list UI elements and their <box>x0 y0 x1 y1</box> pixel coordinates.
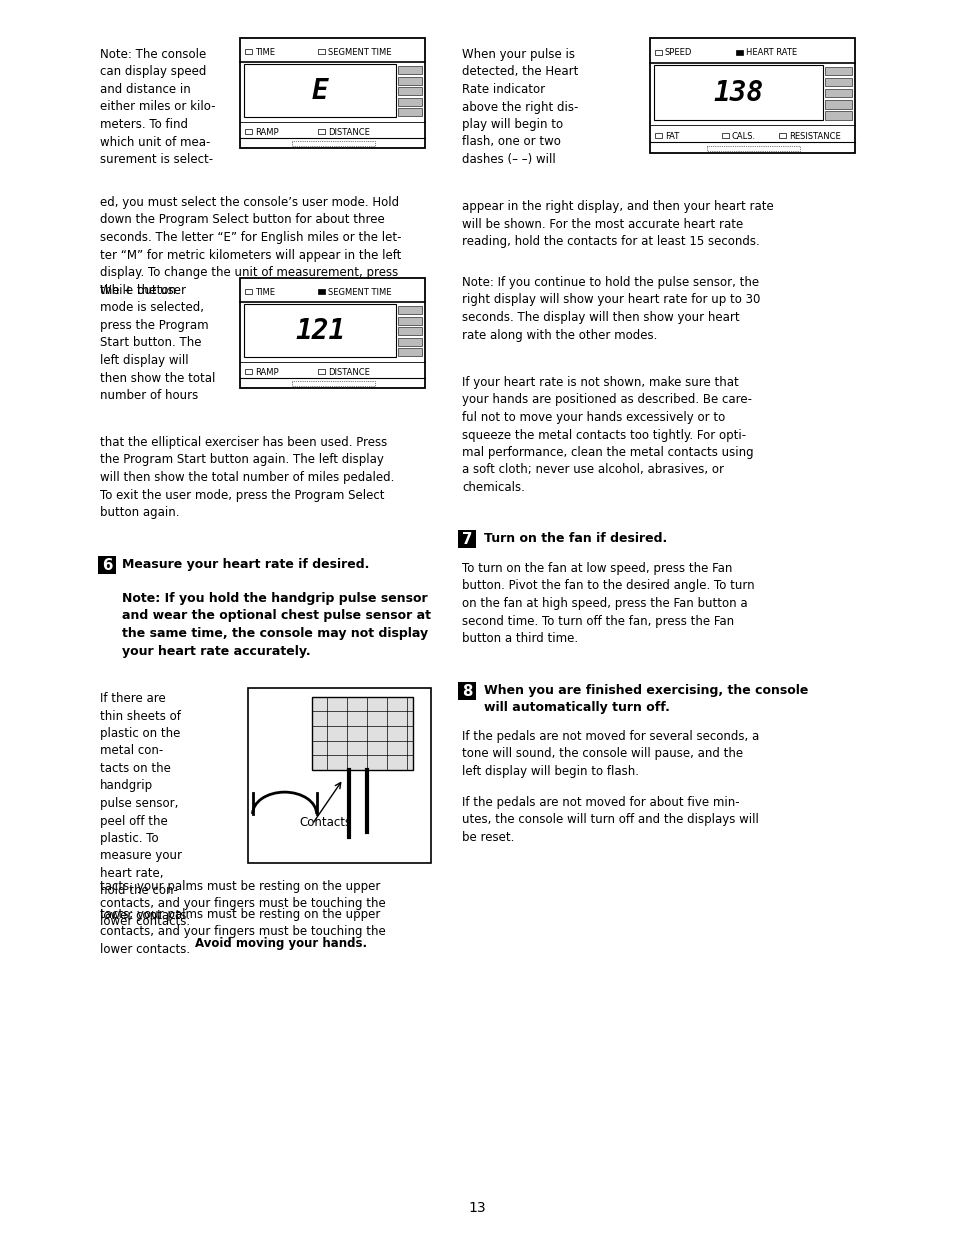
Text: 121: 121 <box>294 316 345 345</box>
Text: CALS.: CALS. <box>731 132 755 141</box>
Text: If the pedals are not moved for several seconds, a
tone will sound, the console : If the pedals are not moved for several … <box>461 730 759 778</box>
Bar <box>654 65 822 121</box>
Text: Note: If you hold the handgrip pulse sensor
and wear the optional chest pulse se: Note: If you hold the handgrip pulse sen… <box>122 592 431 657</box>
Text: Avoid moving your hands.: Avoid moving your hands. <box>194 937 367 950</box>
Text: When your pulse is
detected, the Heart
Rate indicator
above the right dis-
play : When your pulse is detected, the Heart R… <box>461 48 578 165</box>
Text: 138: 138 <box>713 79 763 107</box>
Text: SEGMENT TIME: SEGMENT TIME <box>328 48 391 57</box>
Bar <box>457 530 476 548</box>
Bar <box>779 133 785 138</box>
Text: tacts; your palms must be resting on the upper
contacts, and your fingers must b: tacts; your palms must be resting on the… <box>100 881 385 927</box>
Bar <box>317 49 324 54</box>
Bar <box>824 100 851 109</box>
Text: To turn on the fan at low speed, press the Fan
button. Pivot the fan to the desi: To turn on the fan at low speed, press t… <box>461 562 754 645</box>
Bar <box>292 380 375 387</box>
Bar <box>397 306 421 314</box>
Bar <box>397 88 421 95</box>
Bar <box>240 278 424 388</box>
Text: DISTANCE: DISTANCE <box>328 127 369 137</box>
Text: If the pedals are not moved for about five min-
utes, the console will turn off : If the pedals are not moved for about fi… <box>461 797 758 844</box>
Bar <box>397 338 421 346</box>
Bar <box>240 38 424 148</box>
Bar <box>824 111 851 120</box>
Text: If there are
thin sheets of
plastic on the
metal con-
tacts on the
handgrip
puls: If there are thin sheets of plastic on t… <box>100 692 182 898</box>
Bar <box>317 128 324 135</box>
Bar <box>244 64 395 117</box>
Text: Note: The console
can display speed
and distance in
either miles or kilo-
meters: Note: The console can display speed and … <box>100 48 215 165</box>
Bar <box>397 327 421 335</box>
Bar <box>397 109 421 116</box>
Bar <box>397 77 421 84</box>
Bar <box>245 49 252 54</box>
Bar <box>655 133 661 138</box>
Text: that the elliptical exerciser has been used. Press
the Program Start button agai: that the elliptical exerciser has been u… <box>100 436 394 519</box>
Bar <box>244 304 395 357</box>
Text: DISTANCE: DISTANCE <box>328 368 369 377</box>
Text: lower contacts.: lower contacts. <box>100 909 193 923</box>
Bar <box>824 78 851 86</box>
Bar <box>397 316 421 325</box>
Text: RAMP: RAMP <box>254 368 278 377</box>
Text: RAMP: RAMP <box>254 127 278 137</box>
Bar <box>721 133 728 138</box>
Bar <box>457 682 476 700</box>
Bar <box>736 49 742 54</box>
Bar <box>649 38 854 153</box>
Text: HEART RATE: HEART RATE <box>745 48 797 58</box>
Text: 8: 8 <box>461 683 472 699</box>
Bar <box>317 289 324 294</box>
Text: While the user
mode is selected,
press the Program
Start button. The
left displa: While the user mode is selected, press t… <box>100 284 215 403</box>
Bar <box>824 89 851 98</box>
Bar <box>397 98 421 106</box>
Text: SEGMENT TIME: SEGMENT TIME <box>328 288 391 296</box>
Text: Measure your heart rate if desired.: Measure your heart rate if desired. <box>122 558 369 571</box>
Bar <box>248 688 431 863</box>
Bar <box>245 369 252 374</box>
Bar <box>397 67 421 74</box>
Text: TIME: TIME <box>254 288 274 296</box>
Text: E: E <box>312 77 328 105</box>
Bar <box>312 697 413 771</box>
Text: RESISTANCE: RESISTANCE <box>788 132 840 141</box>
Bar <box>245 289 252 294</box>
Text: 13: 13 <box>468 1200 485 1215</box>
Bar <box>824 67 851 75</box>
Text: ed, you must select the console’s user mode. Hold
down the Program Select button: ed, you must select the console’s user m… <box>100 196 401 296</box>
Bar <box>397 348 421 356</box>
Bar <box>98 556 116 574</box>
Text: Note: If you continue to hold the pulse sensor, the
right display will show your: Note: If you continue to hold the pulse … <box>461 275 760 342</box>
Text: appear in the right display, and then your heart rate
will be shown. For the mos: appear in the right display, and then yo… <box>461 200 773 248</box>
Text: TIME: TIME <box>254 48 274 57</box>
Bar <box>707 146 799 151</box>
Text: Turn on the fan if desired.: Turn on the fan if desired. <box>483 532 666 545</box>
Text: If your heart rate is not shown, make sure that
your hands are positioned as des: If your heart rate is not shown, make su… <box>461 375 753 494</box>
Bar <box>655 49 661 54</box>
Text: FAT: FAT <box>664 132 679 141</box>
Bar <box>245 128 252 135</box>
Text: 6: 6 <box>102 557 112 573</box>
Text: SPEED: SPEED <box>664 48 692 58</box>
Bar <box>317 369 324 374</box>
Text: 7: 7 <box>461 531 472 547</box>
Text: Contacts: Contacts <box>299 816 351 829</box>
Text: tacts; your palms must be resting on the upper
contacts, and your fingers must b: tacts; your palms must be resting on the… <box>100 908 385 956</box>
Bar <box>292 141 375 147</box>
Text: When you are finished exercising, the console
will automatically turn off.: When you are finished exercising, the co… <box>483 684 807 715</box>
